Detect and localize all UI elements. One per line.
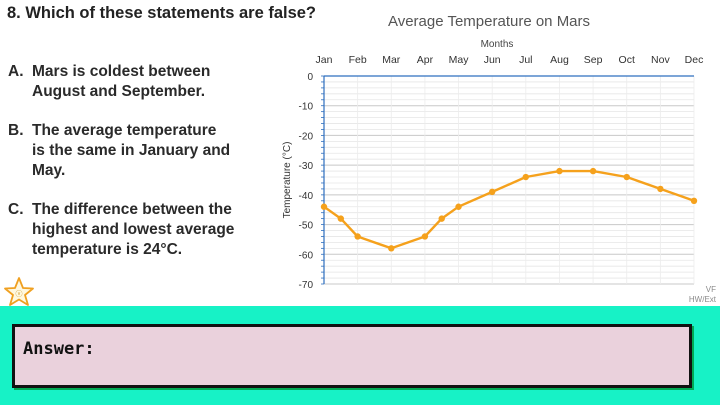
y-tick-label: -20: [299, 131, 314, 142]
option-text-line: The difference between the: [32, 201, 232, 218]
x-tick-label: Sep: [584, 54, 603, 66]
data-point: [556, 167, 563, 175]
data-point: [657, 185, 664, 193]
x-tick-label: Mar: [382, 54, 401, 66]
option-a: A. Mars is coldest between August and Sep…: [8, 62, 278, 102]
x-tick-label: Jan: [316, 54, 333, 66]
x-tick-label: Nov: [651, 54, 670, 66]
x-tick-label: Apr: [417, 54, 434, 66]
data-point: [388, 245, 395, 252]
data-point: [354, 233, 361, 240]
x-tick-label: Jul: [519, 54, 532, 66]
data-point: [455, 203, 462, 210]
x-tick-label: May: [449, 54, 470, 66]
option-letter: C.: [8, 201, 24, 218]
series-line: [323, 169, 695, 250]
answer-box[interactable]: Answer:: [12, 324, 692, 388]
footer-note: VF HW/Ext: [689, 285, 716, 305]
data-point: [320, 203, 328, 210]
option-text-line: May.: [32, 162, 66, 179]
data-point: [337, 215, 345, 222]
data-point: [488, 188, 496, 196]
y-tick-label: -60: [299, 250, 314, 261]
data-point: [589, 167, 597, 175]
option-text-line: is the same in January and: [32, 142, 231, 159]
temperature-chart: Average Temperature on Mars Months Jan Fe…: [282, 13, 704, 291]
y-tick-label: -40: [299, 191, 314, 202]
x-tick-label: Oct: [619, 54, 635, 66]
data-point: [623, 173, 630, 181]
data-point: [438, 215, 445, 222]
data-point: [690, 197, 698, 204]
y-tick-label: -30: [299, 161, 314, 172]
data-point: [522, 173, 530, 181]
question-title: 8. Which of these statements are false?: [7, 4, 317, 22]
x-tick-label: Feb: [349, 54, 367, 66]
x-tick-label: Aug: [550, 54, 569, 66]
y-tick-label: 0: [307, 72, 313, 83]
footer-line: VF: [705, 285, 716, 294]
option-b: B. The average temperature is the same in…: [8, 121, 278, 181]
x-tick-label: Dec: [685, 54, 704, 66]
option-letter: A.: [8, 63, 24, 80]
option-text-line: August and September.: [32, 83, 206, 100]
x-tick-label: Jun: [484, 54, 501, 66]
option-c: C. The difference between the highest and…: [8, 200, 278, 260]
option-text-line: The average temperature: [32, 122, 217, 139]
chart-y-axis-label: Temperature (°C): [282, 142, 293, 219]
star-icon: ⓥ: [4, 277, 34, 306]
data-point: [421, 233, 429, 240]
svg-text:ⓥ: ⓥ: [16, 290, 23, 298]
y-tick-label: -50: [299, 221, 314, 232]
y-tick-label: -10: [299, 102, 314, 113]
option-text-line: temperature is 24°C.: [32, 241, 183, 258]
y-tick-label: -70: [299, 280, 314, 291]
footer-line: HW/Ext: [688, 295, 716, 304]
chart-x-axis-label: Months: [481, 39, 514, 50]
answer-band: Answer:: [0, 306, 720, 405]
option-letter: B.: [8, 122, 24, 139]
answer-label: Answer:: [23, 339, 95, 359]
chart-title: Average Temperature on Mars: [388, 13, 590, 30]
option-text-line: Mars is coldest between: [32, 63, 211, 80]
option-text-line: highest and lowest average: [32, 221, 235, 238]
